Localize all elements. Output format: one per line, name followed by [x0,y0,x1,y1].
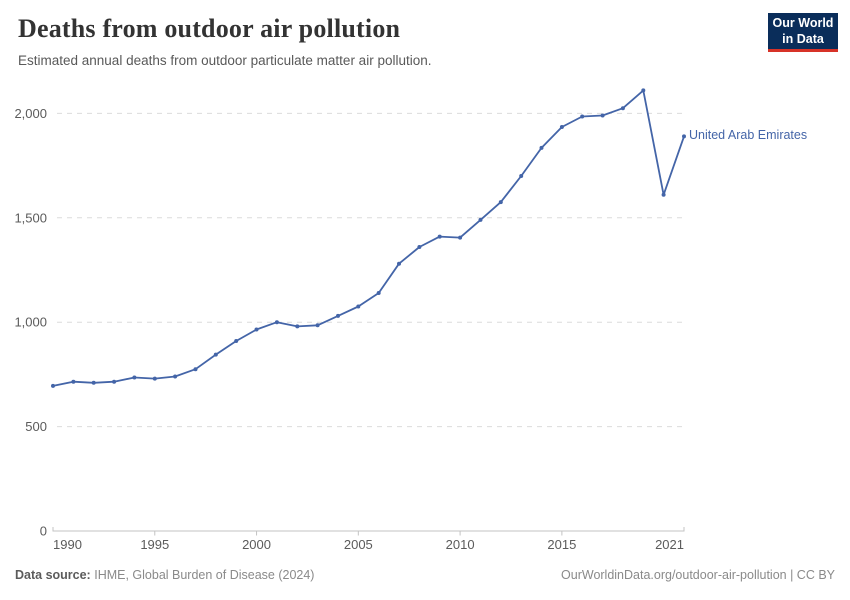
data-point-marker [539,145,544,150]
owid-logo-line2: in Data [782,32,824,46]
y-tick-label: 1,500 [14,210,47,225]
data-point-marker [458,235,463,240]
y-tick-label: 1,000 [14,315,47,330]
data-point-marker [234,339,239,343]
data-point-marker [682,134,686,139]
owid-logo-line1: Our World [772,16,834,30]
data-point-marker [51,383,55,388]
x-tick-label: 2000 [242,537,271,552]
data-point-marker [315,323,320,328]
x-tick-label: 2015 [547,537,576,552]
series-entity-label[interactable]: United Arab Emirates [689,128,808,143]
page-subtitle: Estimated annual deaths from outdoor par… [18,53,432,68]
x-axis-line [52,527,685,532]
x-tick-label: 1990 [53,537,82,552]
data-point-marker [173,374,178,379]
data-point-marker [417,245,422,249]
data-point-marker [620,106,625,111]
data-point-marker [519,174,524,178]
data-source: Data source: IHME, Global Burden of Dise… [15,568,314,582]
data-point-marker [336,313,340,318]
data-point-marker [213,352,218,357]
data-source-label: Data source: [15,568,91,582]
y-tick-label: 0 [40,524,47,539]
data-point-marker [356,304,361,309]
footer-citation[interactable]: OurWorldinData.org/outdoor-air-pollution… [561,568,835,582]
data-point-marker [559,125,564,129]
data-point-marker [661,192,666,197]
data-point-marker [600,113,605,118]
page-title: Deaths from outdoor air pollution [18,14,401,43]
x-tick-label: 2010 [446,537,475,552]
data-point-marker [193,367,198,372]
y-tick-label: 500 [25,419,47,434]
data-point-marker [437,234,442,239]
data-point-marker [152,376,157,381]
data-point-marker [254,327,259,332]
data-point-marker [112,379,117,384]
data-point-marker [295,324,300,329]
data-source-text: IHME, Global Burden of Disease (2024) [94,568,315,582]
data-point-marker [641,88,646,93]
x-tick-label: 1995 [140,537,169,552]
data-point-marker [132,375,137,380]
data-point-marker [498,200,503,205]
owid-logo[interactable]: Our World in Data [768,13,838,52]
data-point-marker [478,217,483,222]
chart-footer: Data source: IHME, Global Burden of Dise… [15,568,835,582]
data-point-marker [376,291,381,295]
data-point-marker [91,380,96,385]
data-point-marker [580,114,585,119]
chart-header: Deaths from outdoor air pollution Estima… [18,14,748,68]
y-tick-label: 2,000 [14,106,47,121]
data-point-marker [397,261,401,266]
data-point-marker [274,320,279,325]
x-tick-label: 2005 [344,537,373,552]
data-point-marker [71,379,76,384]
data-series-line [52,89,685,387]
x-tick-label: 2021 [655,537,684,552]
